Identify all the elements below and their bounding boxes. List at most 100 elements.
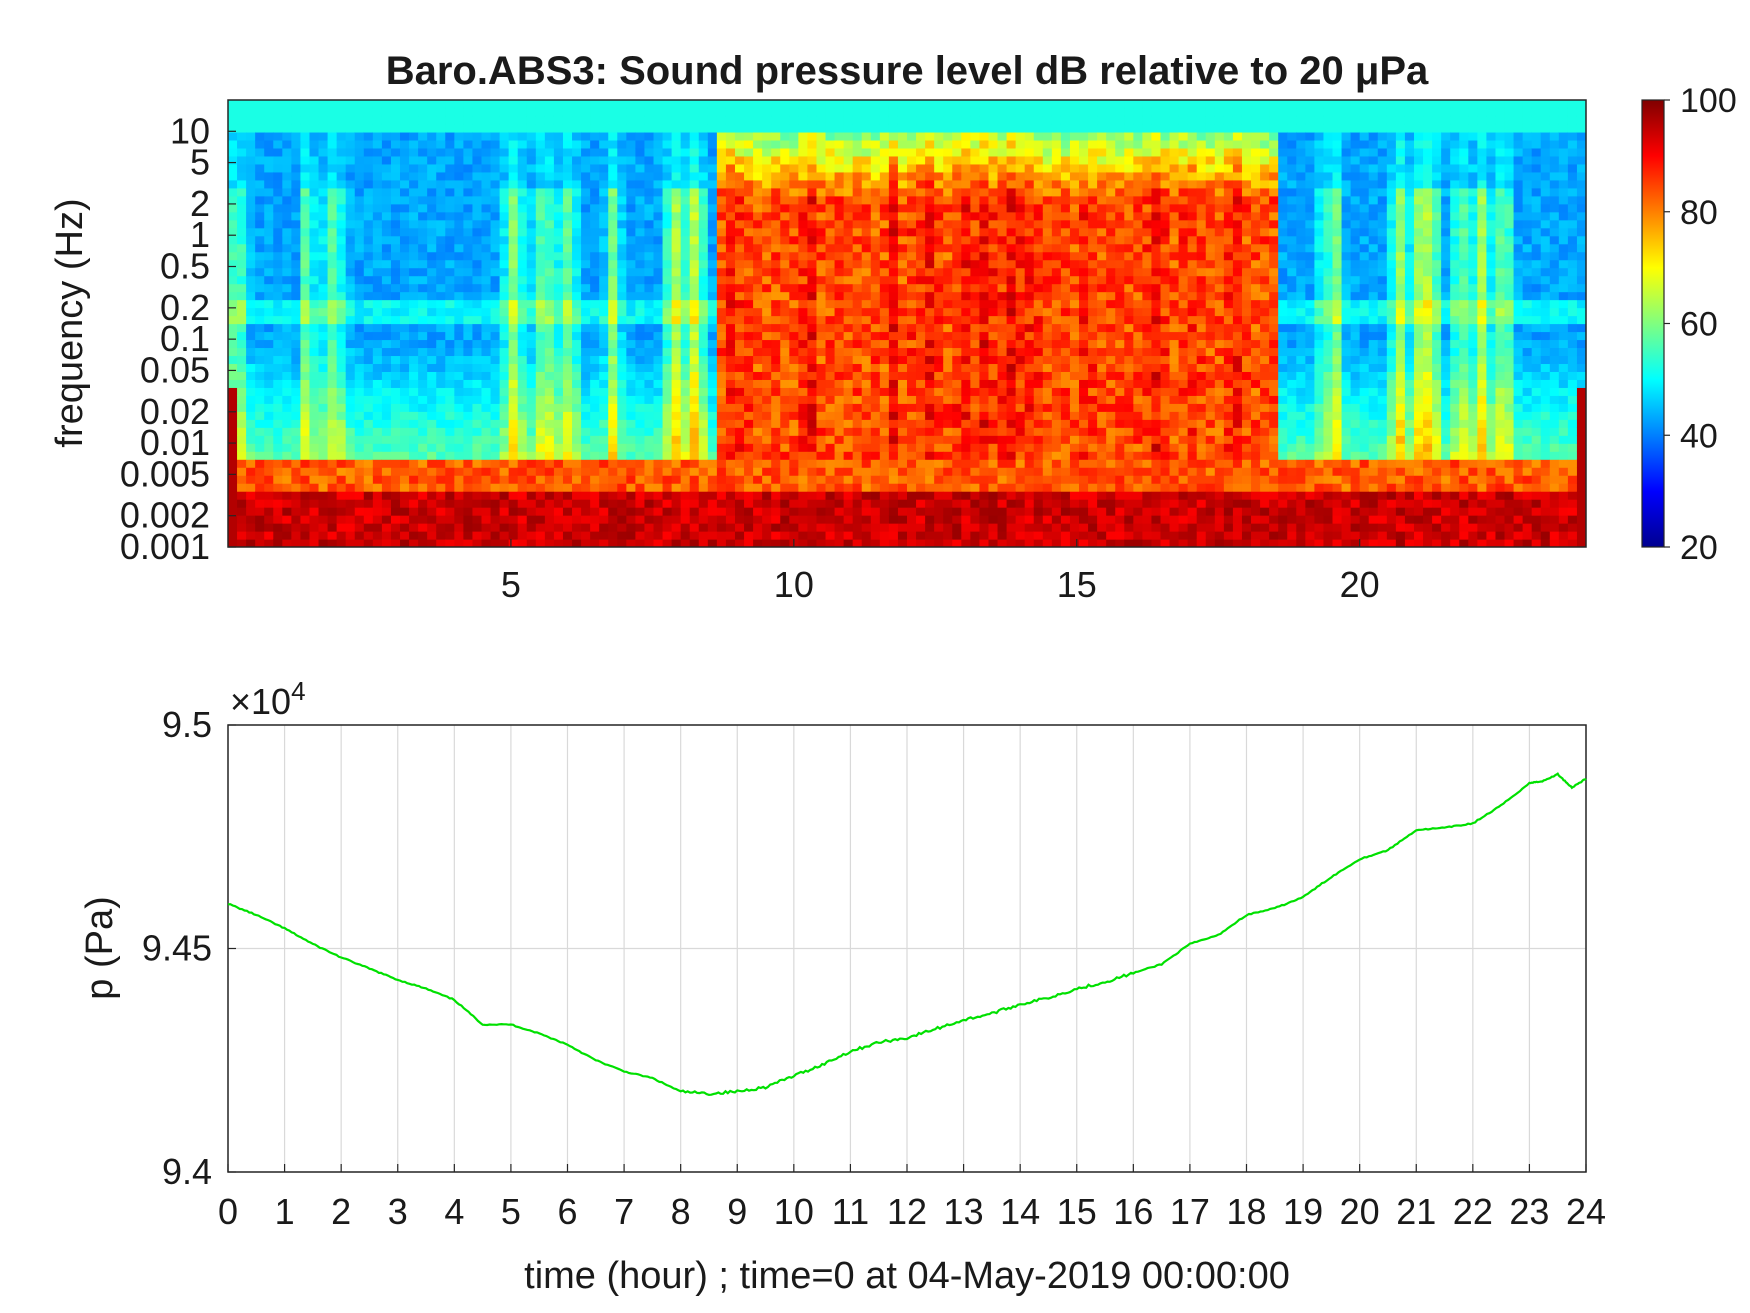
- heatmap-cell: [1024, 291, 1035, 301]
- heatmap-cell: [961, 355, 971, 365]
- heatmap-cell: [409, 539, 419, 547]
- heatmap-cell: [282, 427, 292, 436]
- heatmap-cell: [671, 275, 682, 285]
- heatmap-cell: [255, 459, 265, 468]
- heatmap-cell: [309, 123, 320, 133]
- heatmap-cell: [780, 315, 790, 325]
- heatmap-cell: [363, 179, 374, 189]
- heatmap-cell: [418, 531, 428, 540]
- heatmap-cell: [680, 107, 691, 117]
- heatmap-cell: [843, 451, 854, 460]
- heatmap-cell: [861, 507, 872, 516]
- heatmap-cell: [255, 267, 265, 277]
- heatmap-cell: [689, 427, 700, 436]
- heatmap-cell: [572, 219, 582, 229]
- heatmap-cell: [907, 379, 917, 388]
- heatmap-cell: [472, 403, 483, 412]
- heatmap-cell: [590, 243, 600, 253]
- heatmap-cell: [372, 131, 383, 141]
- heatmap-cell: [553, 531, 564, 540]
- heatmap-cell: [472, 139, 483, 149]
- heatmap-cell: [925, 475, 935, 484]
- heatmap-cell: [725, 283, 736, 293]
- heatmap-cell: [644, 107, 655, 117]
- heatmap-cell: [771, 507, 781, 516]
- heatmap-cell: [282, 475, 292, 484]
- heatmap-cell: [725, 179, 736, 189]
- heatmap-cell: [526, 179, 537, 189]
- heatmap-cell: [273, 355, 283, 365]
- heatmap-cell: [517, 195, 528, 205]
- heatmap-cell: [825, 491, 836, 500]
- heatmap-cell: [626, 195, 636, 205]
- heatmap-cell: [354, 491, 365, 500]
- heatmap-cell: [870, 403, 881, 412]
- heatmap-cell: [590, 435, 600, 444]
- heatmap-cell: [916, 259, 926, 269]
- heatmap-cell: [282, 539, 292, 547]
- heatmap-cell: [907, 139, 917, 149]
- heatmap-cell: [716, 211, 727, 221]
- heatmap-cell: [716, 507, 727, 516]
- heatmap-cell: [789, 100, 799, 109]
- heatmap-cell: [698, 459, 709, 468]
- heatmap-cell: [608, 115, 618, 125]
- heatmap-cell: [526, 539, 537, 547]
- heatmap-cell: [499, 395, 510, 404]
- heatmap-cell: [499, 171, 510, 181]
- heatmap-cell: [816, 499, 827, 508]
- heatmap-cell: [671, 427, 682, 436]
- heatmap-cell: [943, 203, 953, 213]
- heatmap-cell: [363, 443, 374, 452]
- heatmap-cell: [472, 435, 483, 444]
- heatmap-cell: [807, 315, 818, 325]
- heatmap-cell: [897, 475, 908, 484]
- heatmap-cell: [816, 371, 827, 380]
- heatmap-cell: [535, 323, 546, 333]
- heatmap-cell: [861, 483, 872, 492]
- heatmap-cell: [445, 403, 455, 412]
- heatmap-cell: [345, 275, 356, 285]
- heatmap-cell: [671, 315, 682, 325]
- heatmap-cell: [445, 539, 455, 547]
- heatmap-cell: [888, 427, 899, 436]
- heatmap-cell: [870, 267, 881, 277]
- heatmap-cell: [744, 539, 754, 547]
- heatmap-cell: [490, 539, 501, 547]
- heatmap-cell: [997, 499, 1008, 508]
- heatmap-cell: [481, 483, 492, 492]
- heatmap-cell: [526, 483, 537, 492]
- heatmap-cell: [581, 243, 591, 253]
- heatmap-cell: [608, 395, 618, 404]
- heatmap-cell: [544, 499, 555, 508]
- heatmap-cell: [970, 371, 981, 380]
- heatmap-cell: [463, 115, 474, 125]
- heatmap-cell: [490, 403, 501, 412]
- heatmap-cell: [689, 227, 700, 237]
- heatmap-cell: [617, 283, 627, 293]
- heatmap-cell: [553, 419, 564, 428]
- heatmap-cell: [852, 115, 863, 125]
- heatmap-cell: [934, 371, 944, 380]
- heatmap-cell: [381, 100, 392, 109]
- heatmap-cell: [970, 403, 981, 412]
- heatmap-cell: [816, 195, 827, 205]
- heatmap-cell: [1006, 355, 1017, 365]
- heatmap-cell: [481, 251, 492, 261]
- heatmap-cell: [934, 331, 944, 341]
- heatmap-cell: [400, 243, 410, 253]
- heatmap-cell: [508, 331, 519, 341]
- heatmap-cell: [445, 139, 455, 149]
- heatmap-cell: [780, 115, 790, 125]
- heatmap-cell: [418, 211, 428, 221]
- heatmap-cell: [897, 235, 908, 245]
- heatmap-cell: [907, 307, 917, 317]
- heatmap-cell: [291, 315, 302, 325]
- heatmap-cell: [454, 195, 464, 205]
- heatmap-cell: [363, 483, 374, 492]
- heatmap-cell: [300, 459, 311, 468]
- heatmap-cell: [780, 347, 790, 357]
- heatmap-cell: [409, 203, 419, 213]
- heatmap-cell: [436, 155, 446, 165]
- heatmap-cell: [626, 515, 636, 524]
